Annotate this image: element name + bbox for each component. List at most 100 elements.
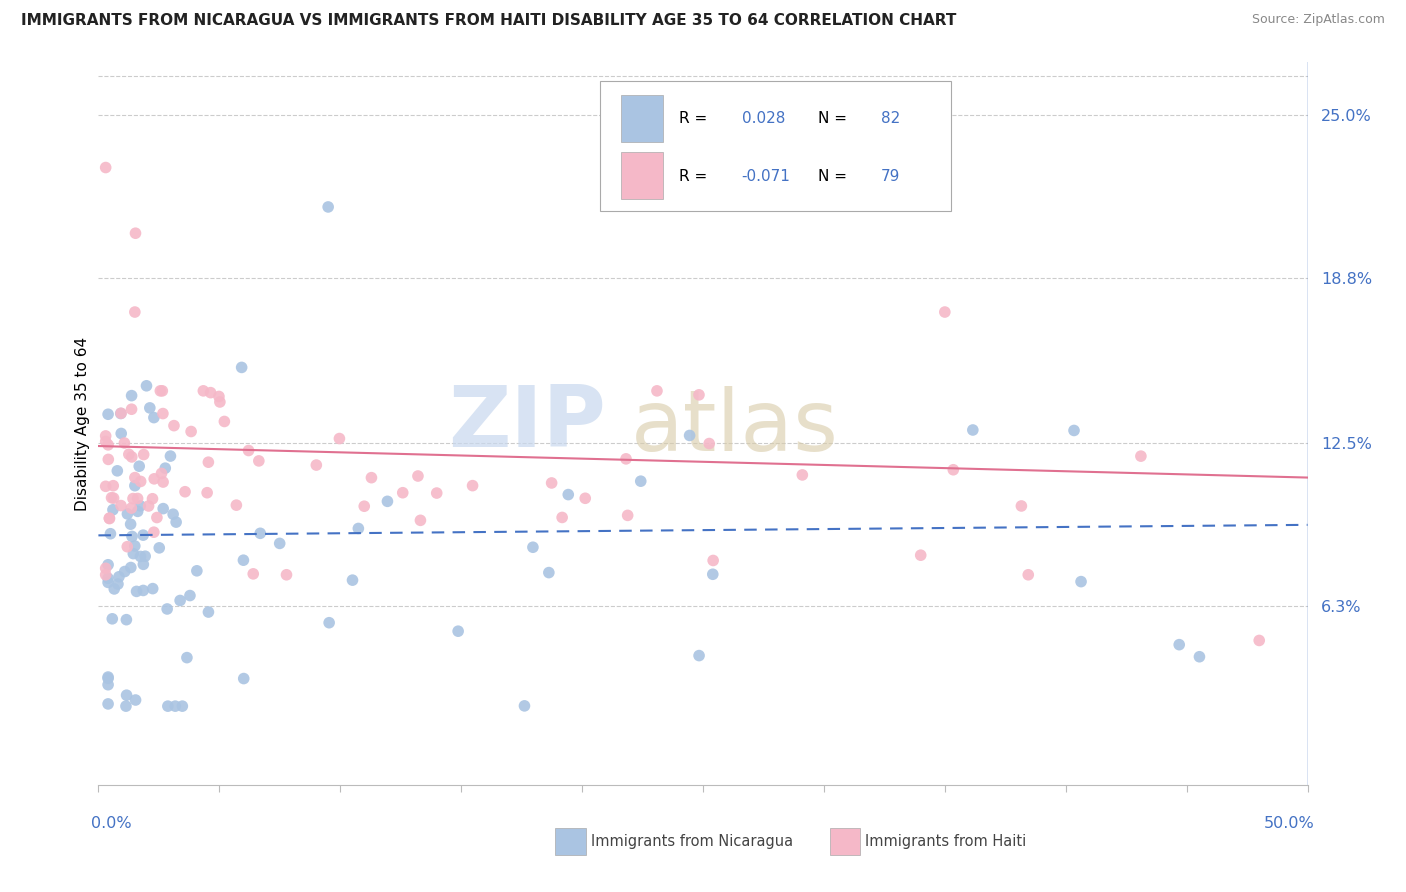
Point <box>208 389 231 403</box>
Point <box>94 479 117 493</box>
Point <box>962 423 984 437</box>
Point <box>180 425 202 439</box>
Point <box>94 429 117 443</box>
Text: Immigrants from Haiti: Immigrants from Haiti <box>865 834 1026 848</box>
Point <box>1010 499 1032 513</box>
Point <box>150 384 173 398</box>
Point <box>169 593 191 607</box>
Y-axis label: Disability Age 35 to 64: Disability Age 35 to 64 <box>75 336 90 511</box>
Point <box>103 491 125 505</box>
Point <box>98 511 121 525</box>
Text: N =: N = <box>818 111 852 126</box>
Point <box>461 478 484 492</box>
Point <box>574 491 596 506</box>
Point <box>134 549 156 564</box>
Point <box>377 494 399 508</box>
Point <box>124 539 146 553</box>
Point <box>792 467 814 482</box>
Text: 0.0%: 0.0% <box>91 816 132 831</box>
Point <box>195 485 218 500</box>
Point <box>232 553 254 567</box>
Point <box>118 447 141 461</box>
Point <box>110 406 132 420</box>
Text: ZIP: ZIP <box>449 382 606 466</box>
Point <box>149 384 172 398</box>
Point <box>269 536 291 550</box>
Text: R =: R = <box>679 111 711 126</box>
Point <box>124 305 146 319</box>
Point <box>139 401 162 415</box>
Point <box>231 360 253 375</box>
Point <box>97 671 120 685</box>
Point <box>115 613 138 627</box>
Point <box>100 491 122 505</box>
Text: Immigrants from Nicaragua: Immigrants from Nicaragua <box>591 834 793 848</box>
Point <box>129 549 152 564</box>
Point <box>1168 638 1191 652</box>
Point <box>616 508 638 523</box>
Point <box>117 507 139 521</box>
Point <box>426 486 449 500</box>
Point <box>97 558 120 572</box>
Point <box>208 395 231 409</box>
Point <box>942 463 965 477</box>
Point <box>132 583 155 598</box>
Point <box>186 564 208 578</box>
Point <box>328 432 350 446</box>
Point <box>121 389 143 403</box>
Point <box>305 458 328 472</box>
Point <box>353 500 375 514</box>
Point <box>128 459 150 474</box>
Point <box>97 670 120 684</box>
Point <box>142 525 165 540</box>
Point <box>97 575 120 590</box>
Point <box>103 582 125 596</box>
Point <box>249 526 271 541</box>
Point <box>112 436 135 450</box>
Point <box>537 566 560 580</box>
Point <box>702 553 724 567</box>
Point <box>143 472 166 486</box>
Point <box>120 560 142 574</box>
Text: 82: 82 <box>880 111 900 126</box>
Point <box>120 517 142 532</box>
Point <box>150 467 173 481</box>
Point <box>94 561 117 575</box>
Point <box>101 502 124 516</box>
Point <box>197 455 219 469</box>
Point <box>179 589 201 603</box>
Point <box>342 573 364 587</box>
Point <box>522 541 544 555</box>
Point <box>121 402 143 417</box>
Point <box>94 161 117 175</box>
Point <box>910 548 932 562</box>
Point <box>614 451 637 466</box>
Bar <box>621 153 664 199</box>
Point <box>110 426 132 441</box>
Point <box>97 438 120 452</box>
Point <box>165 699 187 714</box>
Point <box>276 567 298 582</box>
Text: 50.0%: 50.0% <box>1264 816 1315 831</box>
Point <box>176 650 198 665</box>
Point <box>159 449 181 463</box>
Point <box>124 693 146 707</box>
Point <box>117 540 139 554</box>
Point <box>105 464 128 478</box>
Point <box>406 469 429 483</box>
Point <box>409 513 432 527</box>
Point <box>163 418 186 433</box>
Point <box>129 499 152 513</box>
Point <box>132 448 155 462</box>
Point <box>200 385 222 400</box>
Point <box>110 407 132 421</box>
Point <box>120 501 142 516</box>
Point <box>122 491 145 506</box>
Point <box>97 678 120 692</box>
Point <box>101 612 124 626</box>
Point <box>152 475 174 489</box>
Point <box>97 571 120 585</box>
Point <box>108 570 131 584</box>
Point <box>138 499 160 513</box>
Point <box>688 388 710 402</box>
